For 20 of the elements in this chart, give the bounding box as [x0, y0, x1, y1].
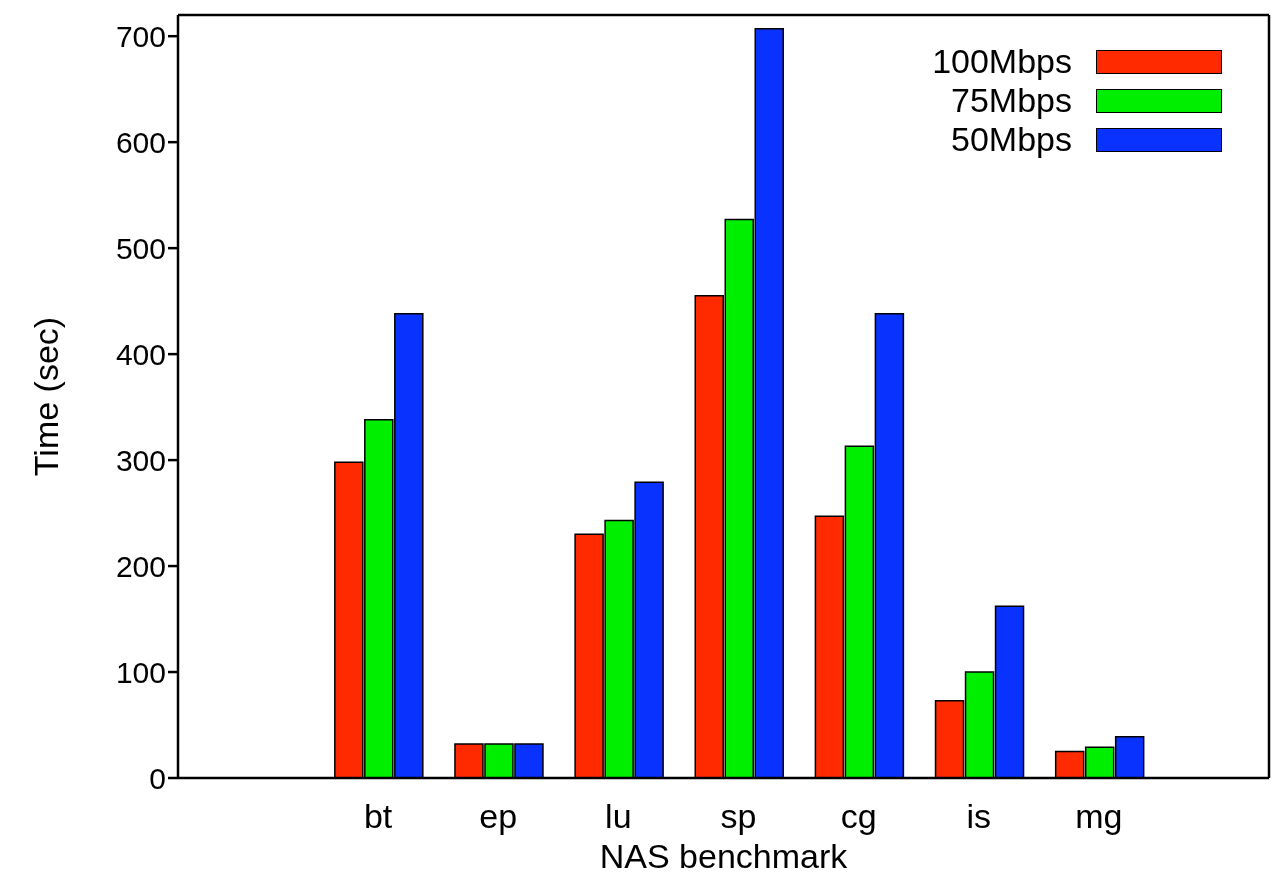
legend-label: 50Mbps — [951, 120, 1072, 159]
x-tick-label: bt — [363, 797, 393, 836]
y-tick-label: 700 — [115, 19, 166, 53]
x-tick-label: ep — [479, 797, 518, 836]
y-tick-label: 200 — [115, 549, 166, 583]
x-tick-label: sp — [720, 797, 757, 836]
y-tick-label: 600 — [115, 125, 166, 159]
legend-label: 75Mbps — [951, 81, 1072, 120]
y-tick-label: 400 — [115, 337, 166, 371]
x-tick-label: cg — [840, 797, 877, 836]
x-axis-title: NAS benchmark — [599, 837, 849, 875]
legend-label: 100Mbps — [932, 42, 1072, 81]
y-tick-label: 500 — [115, 231, 166, 265]
y-tick-label: 0 — [149, 761, 166, 795]
y-tick-label: 100 — [115, 655, 166, 689]
x-tick-label: lu — [605, 797, 632, 836]
x-tick-label: is — [966, 797, 992, 836]
x-tick-label: mg — [1075, 797, 1123, 836]
y-axis-title: Time (sec) — [27, 316, 66, 477]
y-tick-label: 300 — [115, 443, 166, 477]
